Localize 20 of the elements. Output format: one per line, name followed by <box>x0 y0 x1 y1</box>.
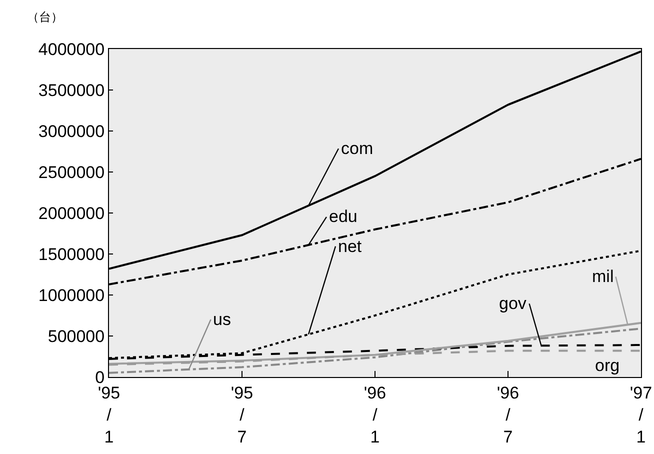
y-tick-label: 3000000 <box>38 122 105 141</box>
y-tick-label: 4000000 <box>38 40 105 59</box>
x-tick-label: '97/1 <box>630 383 652 447</box>
series-label: gov <box>499 294 527 313</box>
text: net <box>338 237 362 256</box>
series-label: com <box>341 139 374 158</box>
series-label: org <box>595 356 620 375</box>
y-tick-label: 2000000 <box>38 204 105 223</box>
y-tick-label: 500000 <box>48 326 105 346</box>
y-tick-label: 1500000 <box>38 244 105 264</box>
text: us <box>213 310 231 329</box>
y-tick-label: 2500000 <box>38 162 105 182</box>
text: mil <box>592 267 614 286</box>
y-tick-label: 1000000 <box>38 286 105 305</box>
x-tick-label: '96/1 <box>364 383 386 447</box>
x-tick-label: '96/7 <box>496 383 520 447</box>
y-tick-label: 3500000 <box>38 80 105 100</box>
x-tick-label: '95/7 <box>230 383 254 447</box>
series-label: edu <box>329 207 358 226</box>
y-axis-title: （台） <box>27 10 63 24</box>
